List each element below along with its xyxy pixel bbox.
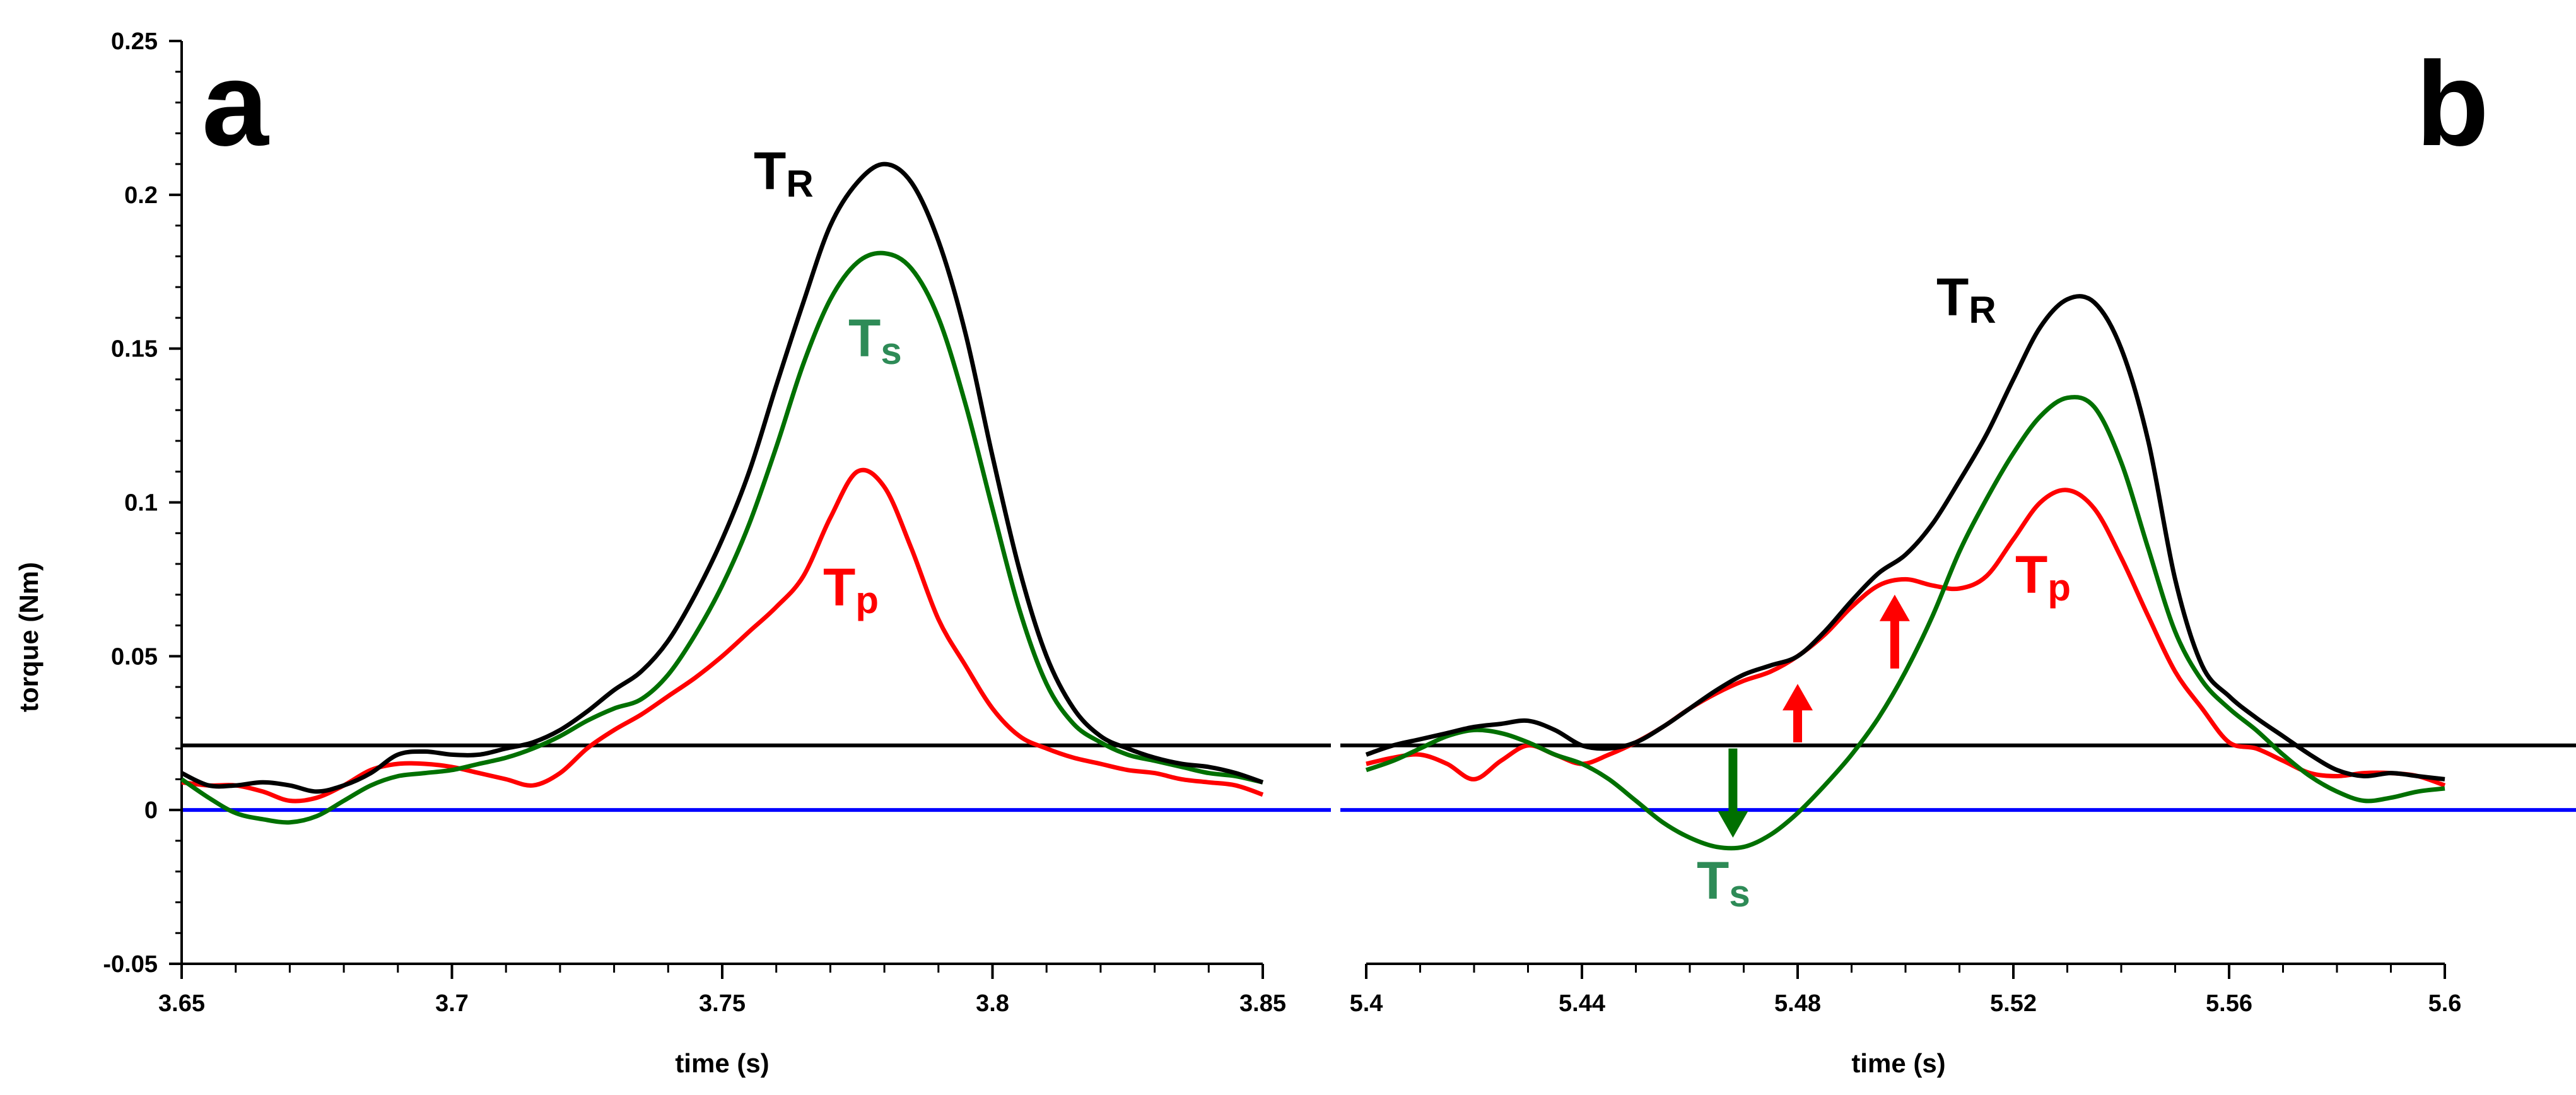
label-sub: s: [1729, 872, 1750, 915]
series-ts-a: [180, 250, 1263, 825]
label-sub: R: [1969, 289, 1996, 331]
x-tick-label-b: 5.4: [1350, 990, 1383, 1017]
x-tick-label-a: 3.85: [1239, 990, 1286, 1017]
label-main: T: [848, 308, 881, 368]
x-tick-label-a: 3.8: [976, 990, 1009, 1017]
series-ts-b: [1365, 395, 2445, 851]
series-curves: [180, 161, 2446, 851]
y-tick-label: 0.2: [124, 182, 158, 209]
arrows: [1718, 594, 1910, 838]
y-tick-label: 0.05: [111, 643, 158, 670]
label-tr-a: TR: [754, 141, 814, 205]
panel-letter-a: a: [202, 37, 269, 171]
label-sub: s: [881, 330, 901, 372]
ts-arrow-head: [1718, 811, 1748, 838]
x-axis-title-b: time (s): [1851, 1048, 1945, 1078]
label-main: T: [1936, 267, 1969, 327]
label-main: T: [754, 141, 786, 201]
label-tr-b: TR: [1936, 267, 1996, 331]
y-tick-label: 0.15: [111, 336, 158, 363]
label-main: T: [2015, 545, 2047, 604]
series-tr-a: [180, 161, 1264, 794]
x-tick-label-b: 5.52: [1990, 990, 2037, 1017]
tp-arrow-1-head: [1783, 684, 1813, 711]
tp-arrow-2-head: [1879, 594, 1910, 621]
y-tick-label: -0.05: [103, 951, 158, 978]
axes: -0.05 0 0.05 0.1 0.15 0.2 0.25 3.65 3.7 3.75 3.8 3.…: [103, 28, 2461, 1017]
x-tick-label-b: 5.44: [1559, 990, 1605, 1017]
y-tick-label: 0.25: [111, 28, 158, 55]
reference-lines: [182, 743, 2576, 812]
x-tick-label-b: 5.48: [1774, 990, 1821, 1017]
label-sub: p: [855, 579, 879, 621]
y-tick-label: 0.1: [124, 490, 158, 517]
series-tp-a: [181, 467, 1264, 804]
label-ts-a: Ts: [848, 308, 902, 372]
x-axis-title-a: time (s): [675, 1048, 769, 1078]
panel-letter-b: b: [2416, 37, 2489, 171]
label-tp-a: Tp: [823, 558, 879, 621]
label-main: T: [823, 558, 855, 617]
x-tick-label-a: 3.7: [435, 990, 469, 1017]
x-tick-label-b: 5.56: [2206, 990, 2252, 1017]
y-axis-title: torque (Nm): [14, 562, 44, 712]
label-sub: R: [786, 163, 813, 205]
label-ts-b: Ts: [1697, 851, 1750, 915]
series-tr-b: [1365, 294, 2445, 782]
label-sub: p: [2047, 566, 2071, 609]
label-main: T: [1697, 851, 1729, 910]
y-tick-label: 0: [144, 797, 158, 824]
x-tick-label-a: 3.75: [699, 990, 746, 1017]
label-tp-b: Tp: [2015, 545, 2071, 609]
x-tick-label-b: 5.6: [2428, 990, 2462, 1017]
x-tick-label-a: 3.65: [158, 990, 205, 1017]
